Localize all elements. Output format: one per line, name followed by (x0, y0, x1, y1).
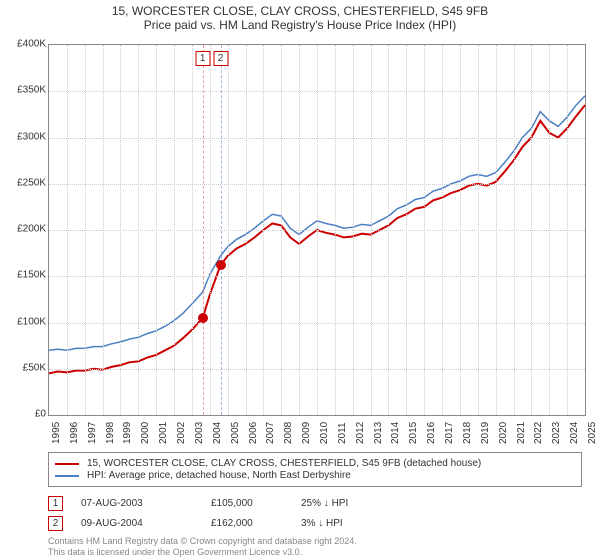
y-tick-label: £250K (2, 177, 46, 188)
x-tick-label: 2022 (533, 422, 544, 444)
y-tick-label: £150K (2, 270, 46, 281)
x-tick-label: 2023 (551, 422, 562, 444)
x-tick-label: 2002 (176, 422, 187, 444)
x-tick-label: 2013 (373, 422, 384, 444)
x-tick-label: 2012 (355, 422, 366, 444)
transaction-price-1: £105,000 (211, 498, 301, 509)
x-tick-label: 2014 (390, 422, 401, 444)
y-tick-label: £50K (2, 362, 46, 373)
chart-titles: 15, WORCESTER CLOSE, CLAY CROSS, CHESTER… (0, 0, 600, 32)
legend-label-property: 15, WORCESTER CLOSE, CLAY CROSS, CHESTER… (87, 458, 481, 469)
x-tick-label: 2000 (140, 422, 151, 444)
legend-row-property: 15, WORCESTER CLOSE, CLAY CROSS, CHESTER… (55, 458, 575, 469)
x-tick-label: 2010 (319, 422, 330, 444)
transaction-pct-1: 25% ↓ HPI (301, 498, 401, 509)
x-tick-label: 2024 (569, 422, 580, 444)
y-tick-label: £400K (2, 39, 46, 50)
transaction-marker-1: 1 (48, 496, 63, 511)
x-tick-label: 2018 (462, 422, 473, 444)
x-tick-label: 2021 (516, 422, 527, 444)
x-tick-label: 2006 (248, 422, 259, 444)
transaction-row-1: 1 07-AUG-2003 £105,000 25% ↓ HPI (48, 496, 401, 511)
y-tick-label: £100K (2, 316, 46, 327)
x-tick-label: 2009 (301, 422, 312, 444)
title-address: 15, WORCESTER CLOSE, CLAY CROSS, CHESTER… (0, 4, 600, 18)
legend-swatch-hpi (55, 475, 79, 477)
y-tick-label: £0 (2, 409, 46, 420)
marker-box-1: 1 (195, 51, 210, 66)
marker-dot-1 (198, 313, 208, 323)
x-tick-label: 2007 (265, 422, 276, 444)
footer-line-1: Contains HM Land Registry data © Crown c… (48, 536, 357, 547)
y-tick-label: £350K (2, 85, 46, 96)
x-tick-label: 2004 (212, 422, 223, 444)
x-tick-label: 2011 (337, 422, 348, 444)
x-tick-label: 2015 (408, 422, 419, 444)
marker-dot-2 (216, 260, 226, 270)
transaction-pct-2: 3% ↓ HPI (301, 518, 401, 529)
x-tick-label: 2017 (444, 422, 455, 444)
y-tick-label: £200K (2, 224, 46, 235)
legend-row-hpi: HPI: Average price, detached house, Nort… (55, 470, 575, 481)
x-tick-label: 1995 (51, 422, 62, 444)
x-tick-label: 2001 (158, 422, 169, 444)
x-tick-label: 2019 (480, 422, 491, 444)
title-subtitle: Price paid vs. HM Land Registry's House … (0, 18, 600, 32)
marker-box-2: 2 (213, 51, 228, 66)
x-tick-label: 2016 (426, 422, 437, 444)
x-tick-label: 2020 (498, 422, 509, 444)
transaction-date-1: 07-AUG-2003 (81, 498, 211, 509)
y-tick-label: £300K (2, 131, 46, 142)
x-tick-label: 2008 (283, 422, 294, 444)
x-tick-label: 1999 (122, 422, 133, 444)
transaction-date-2: 09-AUG-2004 (81, 518, 211, 529)
x-tick-label: 2005 (230, 422, 241, 444)
legend-label-hpi: HPI: Average price, detached house, Nort… (87, 470, 351, 481)
footer-attribution: Contains HM Land Registry data © Crown c… (48, 536, 357, 558)
x-tick-label: 2025 (587, 422, 598, 444)
transaction-row-2: 2 09-AUG-2004 £162,000 3% ↓ HPI (48, 516, 401, 531)
x-tick-label: 1996 (69, 422, 80, 444)
legend-box: 15, WORCESTER CLOSE, CLAY CROSS, CHESTER… (48, 452, 582, 487)
transaction-marker-2: 2 (48, 516, 63, 531)
transaction-price-2: £162,000 (211, 518, 301, 529)
x-tick-label: 1997 (87, 422, 98, 444)
footer-line-2: This data is licensed under the Open Gov… (48, 547, 357, 558)
x-tick-label: 1998 (105, 422, 116, 444)
legend-swatch-property (55, 463, 79, 465)
chart-plot-area: 12 (48, 44, 586, 416)
x-tick-label: 2003 (194, 422, 205, 444)
